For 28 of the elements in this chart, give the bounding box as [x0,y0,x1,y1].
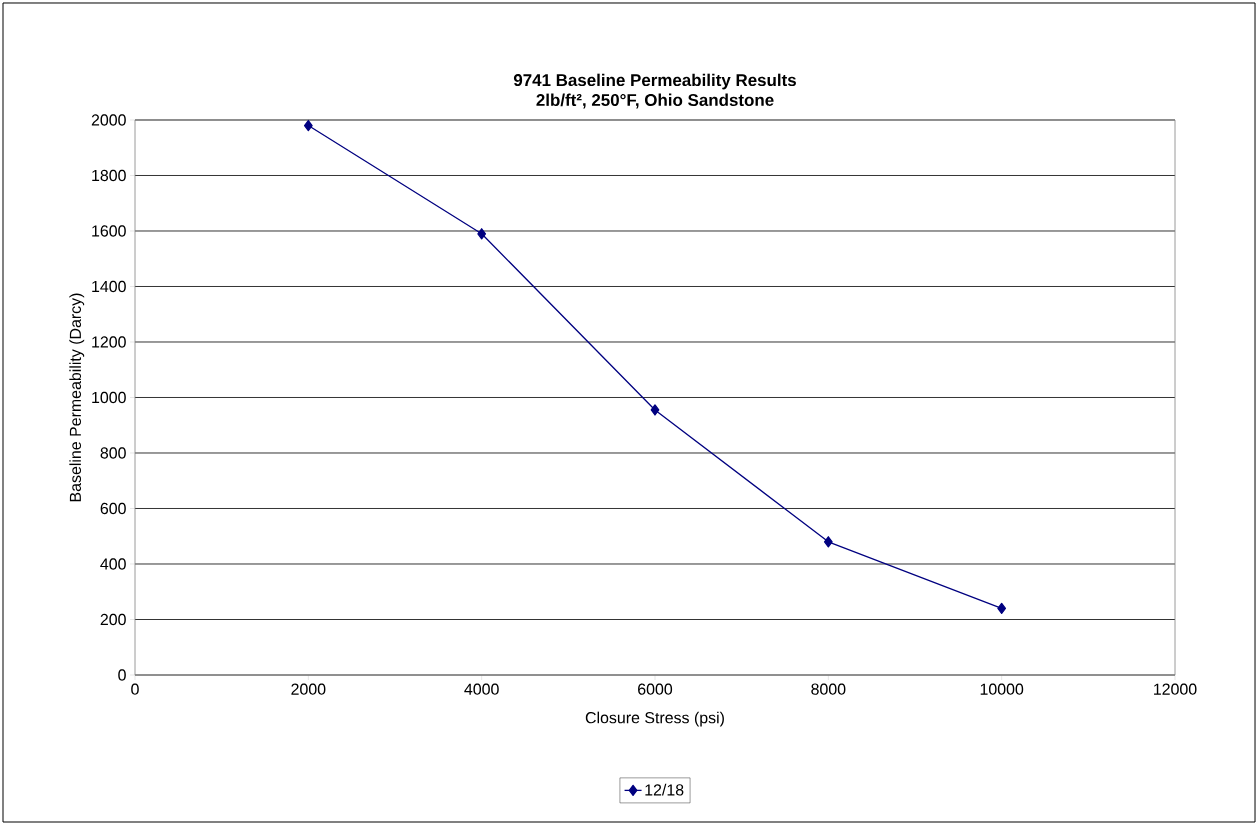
y-tick-label: 1200 [92,336,126,348]
x-tick-label: 10000 [980,683,1024,695]
point [303,119,313,132]
y-tick-label: 1600 [92,225,126,237]
x-tick-label: 4000 [464,683,499,695]
y-tick-label: 400 [100,558,126,570]
y-axis-title: Baseline Permeability (Darcy) [69,293,85,502]
point [650,404,660,416]
point [823,536,833,548]
y-tick-label: 1400 [92,280,126,293]
chart-title: 9741 Baseline Permeability Results [513,73,796,90]
y-tick-label: 800 [100,447,126,459]
x-tick-label: 2000 [291,683,326,695]
x-tick-label: 0 [131,683,139,695]
x-tick-label: 12000 [1154,683,1197,695]
x-axis-title: Closure Stress (psi) [585,711,724,727]
point [997,602,1007,615]
x-tick-label: 6000 [638,683,673,695]
legend-label: 12/18 [645,783,684,796]
x-tick-label: 8000 [811,683,846,695]
y-tick-label: 2000 [91,114,126,126]
chart-subtitle: 2lb/ft², 250°F, Ohio Sandstone [536,93,774,109]
y-tick-label: 200 [100,613,126,626]
y-tick-label: 1800 [92,169,126,182]
y-tick-label: 0 [118,669,126,681]
y-tick-label: 1000 [92,391,126,404]
y-tick-label: 600 [100,502,126,515]
point [477,228,487,240]
